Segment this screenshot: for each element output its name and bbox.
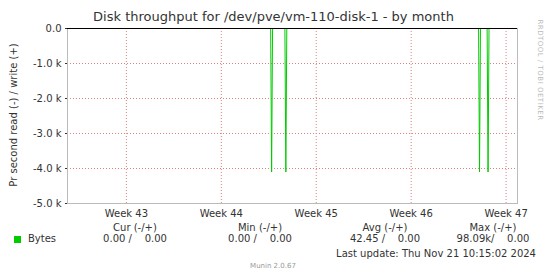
html-text:RRDTOOL / TOBI OETIKER: RRDTOOL / TOBI OETIKER (536, 19, 544, 121)
html-text:42.45 / 0.00: 42.45 / 0.00 (349, 233, 421, 244)
html-text:Last update: Thu Nov 21 10:15:: Last update: Thu Nov 21 10:15:02 2024 (336, 248, 536, 259)
svg-text:-1.0 k: -1.0 k (33, 58, 62, 69)
html-text:Min (-/+): Min (-/+) (238, 222, 282, 233)
html-text:Disk throughput for /dev/pve/v: Disk throughput for /dev/pve/vm-110-disk… (93, 9, 454, 24)
html-text:Cur (-/+): Cur (-/+) (113, 222, 157, 233)
svg-text:Week 45: Week 45 (295, 208, 338, 219)
svg-text:-3.0 k: -3.0 k (33, 128, 62, 139)
svg-text:-5.0 k: -5.0 k (33, 198, 62, 209)
html-text:98.09k/ 0.00: 98.09k/ 0.00 (456, 233, 530, 244)
html-text:Max (-/+): Max (-/+) (469, 222, 517, 233)
svg-text:Week 43: Week 43 (105, 208, 148, 219)
svg-text:Week 44: Week 44 (200, 208, 243, 219)
svg-text:-2.0 k: -2.0 k (33, 93, 62, 104)
svg-text:Week 47: Week 47 (484, 208, 527, 219)
html-text:0.00 / 0.00: 0.00 / 0.00 (103, 233, 167, 244)
svg-text:0.0: 0.0 (46, 23, 62, 34)
html-text:Bytes: Bytes (28, 233, 57, 244)
svg-text:Week 46: Week 46 (390, 208, 433, 219)
html-text:Pr second read (-) / write (+): Pr second read (-) / write (+) (7, 43, 19, 187)
svg-text:-4.0 k: -4.0 k (33, 163, 62, 174)
html-text:Avg (-/+): Avg (-/+) (362, 222, 408, 233)
html-text:Munin 2.0.67: Munin 2.0.67 (250, 262, 296, 270)
html-text:0.00 / 0.00: 0.00 / 0.00 (228, 233, 292, 244)
